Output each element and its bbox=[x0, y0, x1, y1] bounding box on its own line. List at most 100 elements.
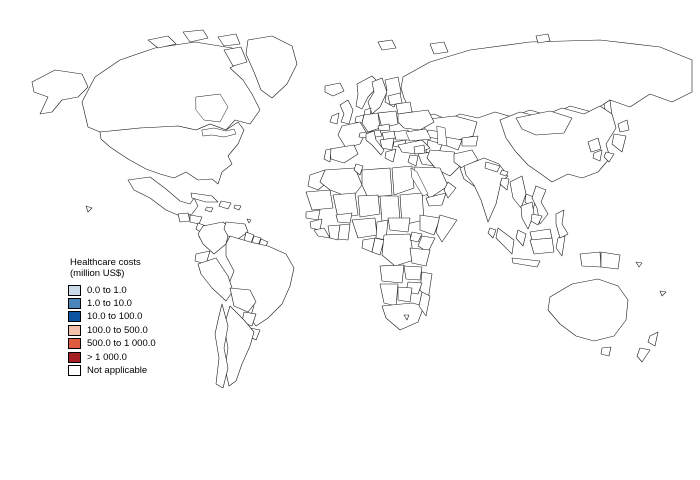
country-malaysia bbox=[515, 229, 527, 247]
legend-swatch bbox=[68, 284, 81, 296]
legend-label: Not applicable bbox=[87, 364, 148, 376]
red-sea bbox=[410, 167, 429, 197]
legend-swatch bbox=[68, 311, 81, 323]
country-ghana bbox=[337, 223, 351, 241]
country-oman bbox=[443, 181, 457, 199]
country-sierra-leone-liberia bbox=[313, 227, 331, 239]
country-greenland bbox=[245, 35, 298, 99]
country-france bbox=[337, 121, 367, 149]
country-myanmar bbox=[509, 175, 527, 209]
legend-item: > 1 000.0 bbox=[68, 350, 156, 363]
country-tunisia bbox=[353, 163, 364, 176]
country-tasmania bbox=[600, 346, 612, 357]
country-indonesia bbox=[495, 227, 515, 255]
country-nepal bbox=[484, 161, 501, 173]
country-poland bbox=[377, 110, 399, 129]
country-ireland bbox=[329, 112, 340, 125]
country-iran bbox=[426, 149, 461, 177]
country-ivory-coast bbox=[327, 224, 341, 241]
country-thailand bbox=[520, 201, 535, 230]
country-honduras bbox=[189, 214, 203, 225]
country-south-korea bbox=[592, 149, 603, 162]
country-uganda bbox=[409, 231, 423, 243]
legend-swatch bbox=[68, 338, 81, 350]
country-indonesia bbox=[579, 251, 602, 268]
caspian-sea bbox=[436, 125, 448, 147]
legend-swatch bbox=[68, 351, 81, 363]
map-legend: Healthcare costs (million US$) 0.0 to 1.… bbox=[66, 255, 158, 380]
country-dr-congo bbox=[381, 233, 415, 267]
country-mongolia bbox=[515, 110, 573, 136]
country-lesotho bbox=[403, 314, 410, 321]
country-nigeria bbox=[351, 217, 378, 239]
legend-swatch bbox=[68, 324, 81, 336]
country-hispaniola bbox=[218, 200, 232, 210]
country-yemen bbox=[425, 192, 447, 207]
country-mauritania bbox=[305, 189, 334, 211]
legend-item: 100.0 to 500.0 bbox=[68, 324, 156, 337]
country-somalia bbox=[435, 214, 458, 243]
legend-rows: 0.0 to 1.0 1.0 to 10.0 10.0 to 100.0 100.0 … bbox=[68, 283, 156, 377]
country-angola bbox=[379, 264, 405, 284]
country-cambodia bbox=[530, 213, 543, 226]
legend-label: 100.0 to 500.0 bbox=[87, 324, 148, 336]
country-peru bbox=[197, 257, 234, 302]
country-usa bbox=[99, 121, 245, 185]
legend-item: Not applicable bbox=[68, 364, 156, 377]
legend-title: Healthcare costs (million US$) bbox=[70, 257, 156, 279]
country-new-zealand bbox=[636, 347, 651, 363]
legend-item: 0.0 to 1.0 bbox=[68, 283, 156, 296]
country-papua-new-guinea bbox=[600, 251, 621, 270]
country-libya bbox=[361, 167, 393, 199]
country-philippines bbox=[555, 209, 569, 239]
legend-label: > 1 000.0 bbox=[87, 351, 127, 363]
country-portugal bbox=[323, 148, 332, 163]
country-fiji bbox=[659, 290, 667, 297]
legend-swatch bbox=[68, 297, 81, 309]
legend-item: 500.0 to 1 000.0 bbox=[68, 337, 156, 350]
country-arctic-islands bbox=[223, 46, 248, 67]
country-sweden bbox=[367, 77, 388, 115]
country-bhutan bbox=[499, 169, 509, 177]
country-mexico bbox=[127, 176, 199, 217]
hudson-bay bbox=[195, 93, 229, 123]
country-south-africa bbox=[381, 302, 425, 331]
legend-label: 10.0 to 100.0 bbox=[87, 311, 143, 323]
country-trinidad bbox=[246, 218, 252, 224]
country-guatemala bbox=[177, 212, 191, 223]
legend-title-line1: Healthcare costs bbox=[70, 257, 141, 268]
country-united-kingdom bbox=[339, 99, 354, 125]
country-bangladesh bbox=[499, 177, 510, 191]
black-sea bbox=[405, 128, 432, 142]
legend-label: 1.0 to 10.0 bbox=[87, 297, 132, 309]
legend-title-line2: (million US$) bbox=[70, 268, 125, 280]
country-jamaica bbox=[204, 206, 214, 213]
country-tanzania bbox=[409, 247, 431, 267]
country-kyrgyzstan-tajikistan bbox=[461, 135, 479, 147]
country-india bbox=[463, 157, 509, 223]
country-jordan-israel bbox=[407, 154, 419, 167]
country-zambia bbox=[403, 265, 423, 281]
country-namibia bbox=[379, 283, 399, 307]
country-mali bbox=[332, 192, 359, 219]
country-argentina bbox=[223, 305, 255, 387]
country-iceland bbox=[324, 82, 345, 97]
legend-swatch bbox=[68, 364, 81, 376]
country-australia bbox=[547, 278, 629, 342]
legend-label: 500.0 to 1 000.0 bbox=[87, 338, 156, 350]
country-spain bbox=[329, 144, 359, 164]
country-guinea bbox=[309, 218, 323, 231]
country-czechia bbox=[377, 123, 391, 132]
country-indonesia bbox=[555, 235, 566, 257]
country-novaya-zemlya bbox=[429, 41, 449, 55]
country-arctic-islands bbox=[182, 29, 209, 43]
country-niger bbox=[357, 194, 381, 218]
country-bolivia bbox=[229, 287, 257, 313]
country-sri-lanka bbox=[487, 227, 497, 239]
country-congo bbox=[371, 237, 385, 256]
country-ethiopia bbox=[419, 214, 441, 236]
country-italy bbox=[365, 130, 385, 156]
country-greece bbox=[384, 148, 397, 163]
country-new-zealand bbox=[647, 331, 659, 347]
